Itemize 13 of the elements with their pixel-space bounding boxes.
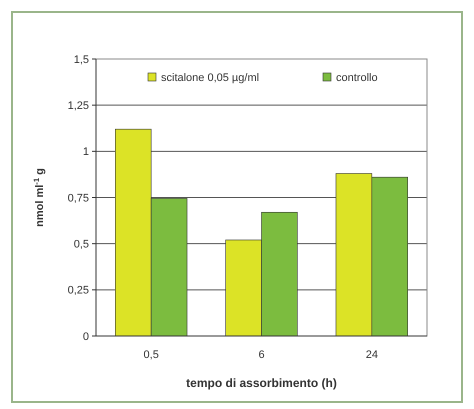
x-tick-label: 24 [366, 349, 378, 361]
legend-label: scitalone 0,05 µg/ml [161, 72, 260, 84]
y-tick-label: 1 [82, 146, 89, 158]
legend-label: controllo [336, 72, 378, 84]
x-tick-label: 0,5 [144, 349, 159, 361]
y-tick-label: 0,25 [68, 284, 89, 297]
x-tick-label: 6 [258, 349, 265, 361]
y-tick-label: 1,25 [68, 100, 89, 112]
y-tick-label: 0,75 [68, 192, 89, 204]
y-tick-label: 1,5 [74, 54, 89, 66]
y-tick-label: 0 [82, 330, 89, 343]
x-axis-title: tempo di assorbimento (h) [186, 376, 337, 390]
y-tick-label: 0,5 [74, 238, 89, 251]
